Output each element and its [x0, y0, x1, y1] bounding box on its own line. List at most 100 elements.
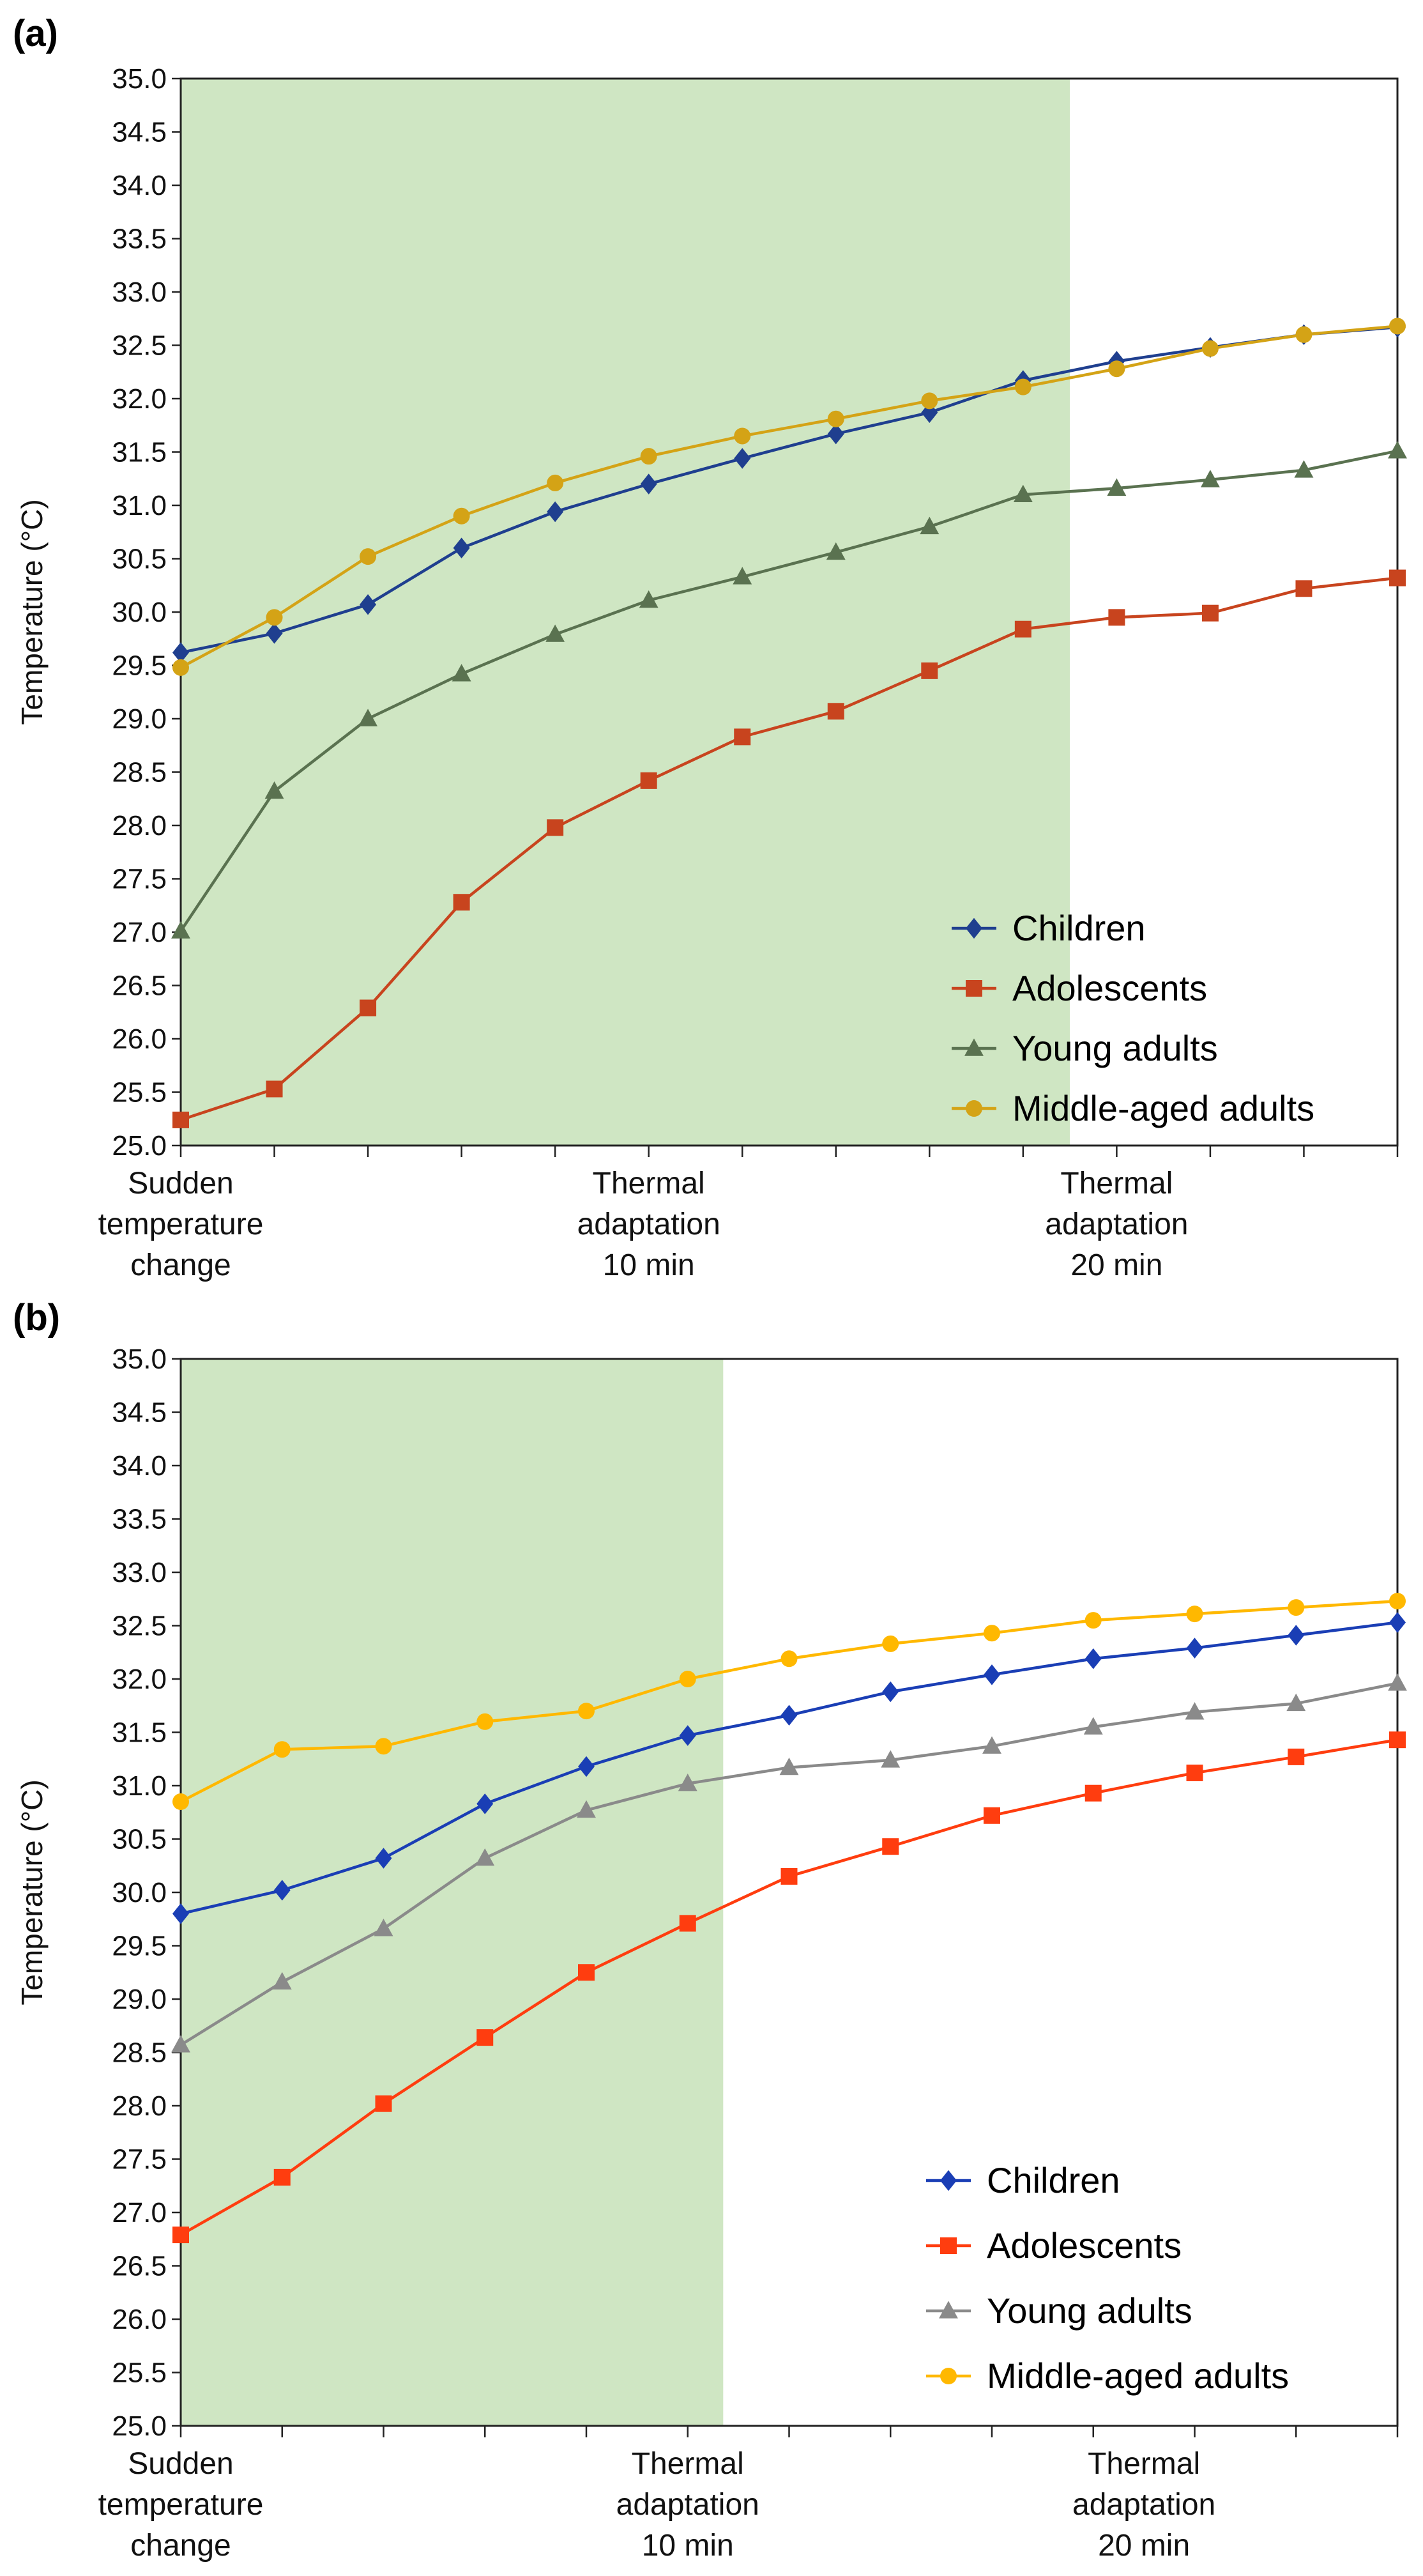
panel-a-y-tick-label: 28.5	[112, 757, 167, 788]
panel-a-point-adolescents	[734, 728, 751, 746]
panel-b-point-young-adults	[475, 1848, 495, 1866]
panel-a-point-middle-aged-adults	[1389, 318, 1406, 335]
panel-b-point-young-adults	[1388, 1673, 1407, 1691]
panel-a-point-children	[827, 423, 844, 445]
panel-a-y-tick-label: 25.5	[112, 1077, 167, 1108]
panel-b-point-children	[1288, 1625, 1305, 1646]
panel-b-point-children	[1186, 1637, 1203, 1659]
panel-b-point-children	[1084, 1648, 1102, 1669]
panel-b-y-tick-label: 35.0	[112, 1344, 167, 1375]
panel-b-point-children	[273, 1880, 291, 1901]
panel-b-point-young-adults	[272, 1972, 292, 1989]
panel-a-point-young-adults	[733, 567, 752, 585]
panel-b-point-middle-aged-adults	[578, 1703, 595, 1720]
panel-b-point-adolescents	[780, 1867, 798, 1885]
panel-b-point-adolescents	[1186, 1764, 1203, 1781]
panel-a-point-young-adults	[826, 542, 846, 560]
panel-b-y-tick-label: 33.5	[112, 1504, 167, 1535]
panel-b-point-middle-aged-adults	[984, 1625, 1000, 1642]
panel-a-point-middle-aged-adults	[1108, 360, 1125, 378]
panel-a-point-adolescents	[266, 1080, 283, 1098]
panel-b-y-tick-label: 28.0	[112, 2090, 167, 2122]
panel-a-legend-marker	[966, 980, 982, 997]
panel-b-point-adolescents	[984, 1807, 1000, 1824]
panel-b-x-tick-label-line: temperature	[98, 2488, 264, 2522]
panel-b-point-young-adults	[779, 1758, 799, 1775]
panel-b-legend-label: Children	[987, 2160, 1120, 2200]
panel-b-point-children	[984, 1664, 1000, 1685]
panel-a-legend: Children Adolescents Young adults Middle-ag…	[952, 908, 1314, 1128]
panel-b-point-children	[476, 1793, 494, 1814]
panel-b-point-young-adults	[374, 1919, 393, 1936]
panel-a-point-middle-aged-adults	[1295, 326, 1313, 343]
panel-b-point-adolescents	[679, 1915, 696, 1932]
panel-a-legend-label: Children	[1012, 908, 1146, 948]
panel-b-y-tick-label: 27.0	[112, 2197, 167, 2228]
panel-b-point-middle-aged-adults	[780, 1650, 798, 1667]
panel-a-point-adolescents	[360, 999, 377, 1016]
panel-a-y-tick-label: 33.5	[112, 224, 167, 255]
panel-b-x-tick-label-line: Thermal	[1088, 2447, 1200, 2481]
panel-b-y-tick-label: 29.5	[112, 1931, 167, 1962]
panel-b-legend-marker	[940, 2170, 957, 2191]
panel-b-point-children	[780, 1705, 798, 1726]
panel-a-point-young-adults	[1013, 484, 1033, 502]
panel-b-y-tick-label: 28.5	[112, 2037, 167, 2069]
panel-b-point-adolescents	[273, 2168, 291, 2186]
panel-b-shaded-region	[181, 1359, 724, 2426]
panel-b-x-tick-label: Thermal adaptation 10 min	[616, 2447, 759, 2563]
panel-a-point-adolescents	[1014, 620, 1031, 638]
panel-b-x-tick-label-line: Sudden	[128, 2447, 234, 2481]
panel-a-point-adolescents	[172, 1111, 189, 1128]
panel-b-point-middle-aged-adults	[476, 1713, 494, 1730]
panel-b-point-children	[172, 1903, 189, 1924]
panel-b-point-children	[1389, 1612, 1406, 1633]
panel-b: (b) 25.0 25.5 26.0 26.5 27.0 27.5 28.0 28.5 29.0…	[13, 1297, 1407, 2563]
panel-b-point-adolescents	[476, 2029, 494, 2046]
panel-a-legend-label: Adolescents	[1012, 968, 1207, 1008]
panel-b-point-middle-aged-adults	[1288, 1599, 1305, 1616]
panel-a-point-adolescents	[921, 662, 938, 679]
panel-a-line-young-adults	[179, 449, 1398, 932]
panel-a-shaded-region	[181, 79, 1070, 1146]
panel-a-point-children	[734, 448, 751, 469]
panel-b-point-young-adults	[1286, 1693, 1306, 1712]
panel-a-legend-marker	[964, 1038, 984, 1056]
panel-a-point-young-adults	[1294, 460, 1314, 478]
panel-b-point-middle-aged-adults	[1186, 1606, 1203, 1623]
panel-a-y-tick-label: 25.0	[112, 1130, 167, 1162]
panel-a-point-middle-aged-adults	[921, 392, 938, 410]
panel-a-line-middle-aged-adults	[179, 325, 1398, 669]
panel-b-legend-marker	[939, 2301, 958, 2319]
panel-a-y-tick-label: 33.0	[112, 277, 167, 308]
panel-b-point-adolescents	[172, 2227, 189, 2244]
panel-a-point-middle-aged-adults	[640, 448, 657, 465]
panel-b-y-tick-label: 27.5	[112, 2144, 167, 2175]
panel-a-y-tick-label: 29.5	[112, 650, 167, 682]
panel-b-x-tick-label-line: 20 min	[1098, 2529, 1190, 2563]
panel-b-point-adolescents	[1084, 1784, 1102, 1802]
panel-b-point-middle-aged-adults	[679, 1671, 696, 1687]
panel-a-y-tick-label: 30.0	[112, 597, 167, 628]
panel-b-point-adolescents	[578, 1964, 595, 1981]
panel-a-y-tick-label: 28.0	[112, 810, 167, 841]
panel-a-x-tick-label-line: adaptation	[1045, 1208, 1188, 1241]
panel-b-point-middle-aged-adults	[882, 1635, 899, 1652]
panel-a: (a) 25.0 25.5 26.0 26.5 27.0 27.5 28.0 28.5 29.0…	[13, 13, 1407, 1282]
panel-a-point-adolescents	[1201, 604, 1219, 622]
panel-a-point-young-adults	[358, 709, 378, 726]
panel-a-line-children	[180, 325, 1398, 654]
panel-b-point-young-adults	[577, 1800, 596, 1818]
panel-a-y-tick-label: 30.5	[112, 544, 167, 575]
panel-a-y-tick-label: 34.0	[112, 170, 167, 201]
panel-b-point-young-adults	[881, 1750, 901, 1768]
panel-a-point-young-adults	[264, 781, 284, 799]
panel-b-x-tick-label-line: 10 min	[642, 2529, 734, 2563]
panel-b-y-tick-label: 26.0	[112, 2304, 167, 2335]
panel-a-point-young-adults	[1200, 470, 1220, 487]
panel-a-chart: 25.0 25.5 26.0 26.5 27.0 27.5 28.0 28.5 29.0 29.5…	[15, 63, 1407, 1282]
panel-a-x-tick-label: Thermal adaptation 10 min	[577, 1167, 720, 1282]
panel-b-label: (b)	[13, 1297, 60, 1338]
panel-a-point-adolescents	[827, 703, 844, 720]
panel-b-y-tick-label: 25.0	[112, 2411, 167, 2442]
